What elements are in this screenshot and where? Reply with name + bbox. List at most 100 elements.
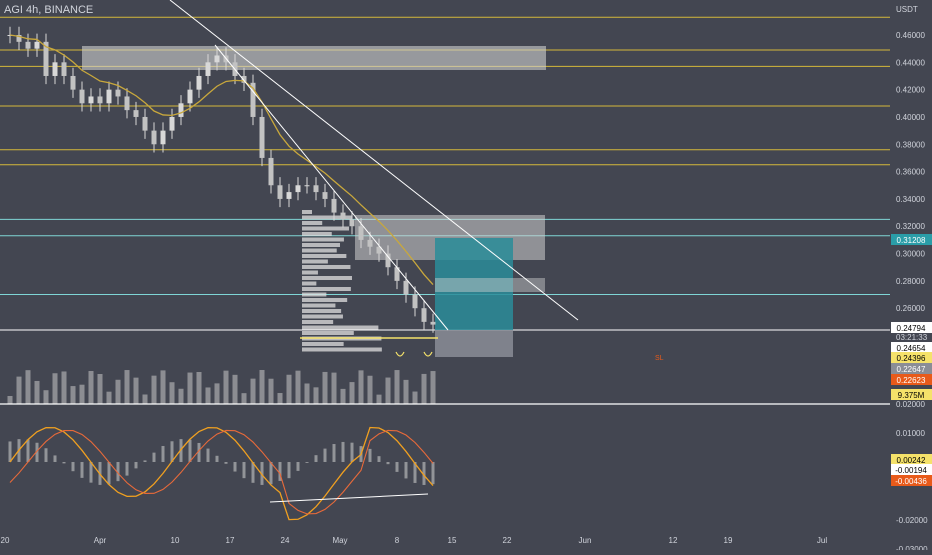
volume-bar <box>169 382 175 404</box>
trendline-upper <box>169 0 579 321</box>
oscillator-pane <box>0 403 890 521</box>
stop-loss-marker: SL <box>655 355 664 362</box>
time-tick: 20 <box>1 536 10 545</box>
stop-zone <box>435 330 513 357</box>
volume-bar <box>394 370 400 404</box>
time-tick: 19 <box>724 536 733 545</box>
volume-bar <box>43 390 49 404</box>
volume-profile-bar <box>302 314 343 319</box>
osc-label-2-bg <box>891 464 932 475</box>
candle-body <box>178 103 184 117</box>
volume-profile-bar <box>302 303 336 308</box>
volume-bar <box>142 394 148 404</box>
volume-bar <box>385 377 391 404</box>
osc-tick: 0.02000 <box>896 400 925 409</box>
candle-body <box>412 294 418 309</box>
osc-label-2: -0.00194 <box>895 466 927 475</box>
volume-bar <box>232 374 238 404</box>
candle-body <box>196 75 202 90</box>
volume-bar <box>160 370 166 404</box>
candle-body <box>259 116 265 158</box>
volume-profile-bar <box>302 215 352 220</box>
candle-body <box>205 62 211 76</box>
volume-bar <box>25 370 31 404</box>
candle-body <box>385 253 391 268</box>
histogram-bar <box>170 441 174 462</box>
volume-bar <box>7 396 13 404</box>
histogram-bar <box>278 462 282 481</box>
volume-profile-bar <box>302 243 340 247</box>
countdown-label: 03:21:33 <box>896 333 928 342</box>
price-tick: 0.44000 <box>896 58 925 67</box>
candle-body <box>295 185 301 193</box>
candle-body <box>187 89 193 104</box>
overlays: SL <box>9 0 664 362</box>
volume-bar <box>187 372 193 404</box>
price-tick: 0.32000 <box>896 222 925 231</box>
signal-line <box>9 429 434 515</box>
osc-label-3: -0.00436 <box>895 477 927 486</box>
candle-body <box>169 116 175 131</box>
volume-profile-bar <box>302 276 352 280</box>
candle-body <box>25 41 31 49</box>
supply-zone <box>82 46 546 70</box>
volume-bar <box>340 388 346 404</box>
volume-profile-bar <box>302 210 312 214</box>
price-axis[interactable]: USDT 0.46000 0.44000 0.42000 0.40000 0.38000 0… <box>896 5 928 554</box>
histogram-bar <box>71 462 75 472</box>
candle-body <box>304 185 310 187</box>
histogram-bar <box>296 462 300 471</box>
histogram-bar <box>188 439 192 462</box>
volume-bar <box>61 371 67 404</box>
price-tick: 0.46000 <box>896 31 925 40</box>
histogram-bar <box>215 455 219 462</box>
top-level-label-bg <box>891 234 932 245</box>
histogram-bar <box>395 462 399 472</box>
volume-bar <box>421 373 427 404</box>
histogram-bar <box>125 462 129 476</box>
volume-bar <box>97 373 103 404</box>
volume-bar <box>70 386 76 404</box>
volume-profile-bar <box>302 292 327 297</box>
candle-body <box>124 96 130 111</box>
volume-bar <box>349 382 355 404</box>
osc-tick: 0.01000 <box>896 429 925 438</box>
candle-body <box>151 130 157 145</box>
candle-body <box>430 321 436 325</box>
volume-bar <box>133 377 139 404</box>
volume-profile-bar <box>302 342 344 346</box>
candle-body <box>70 75 76 90</box>
candle-body <box>367 239 373 247</box>
candle-body <box>97 96 103 104</box>
trendline-lower <box>214 44 449 331</box>
candle-body <box>277 185 283 199</box>
price-tick: 0.38000 <box>896 140 925 149</box>
volume-bar <box>331 372 337 404</box>
ema-line <box>9 34 434 286</box>
volume-profile-bar <box>302 221 323 225</box>
volume-bar <box>286 374 292 404</box>
mid-zone <box>435 278 545 292</box>
target-zone <box>435 238 513 330</box>
histogram-bar <box>377 456 381 462</box>
candle-body <box>115 89 121 97</box>
time-tick: 24 <box>281 536 290 545</box>
candle-body <box>322 192 328 199</box>
time-axis[interactable]: 20 Apr 10 17 24 May 8 15 22 Jun 12 19 Jul <box>1 536 828 545</box>
volume-profile-bar <box>302 298 348 302</box>
volume-bar <box>16 376 22 404</box>
time-tick: 15 <box>448 536 457 545</box>
volume-bar <box>403 379 409 404</box>
volume-bar <box>322 371 328 404</box>
volume-bar <box>358 370 364 404</box>
time-tick: Apr <box>94 536 107 545</box>
candle-body <box>142 116 148 131</box>
time-tick: May <box>332 536 347 545</box>
candle-body <box>403 280 409 295</box>
volume-profile-bar <box>302 254 347 258</box>
histogram-bar <box>431 462 435 485</box>
candle-body <box>394 267 400 281</box>
volume-label: 9.375M <box>898 391 925 400</box>
